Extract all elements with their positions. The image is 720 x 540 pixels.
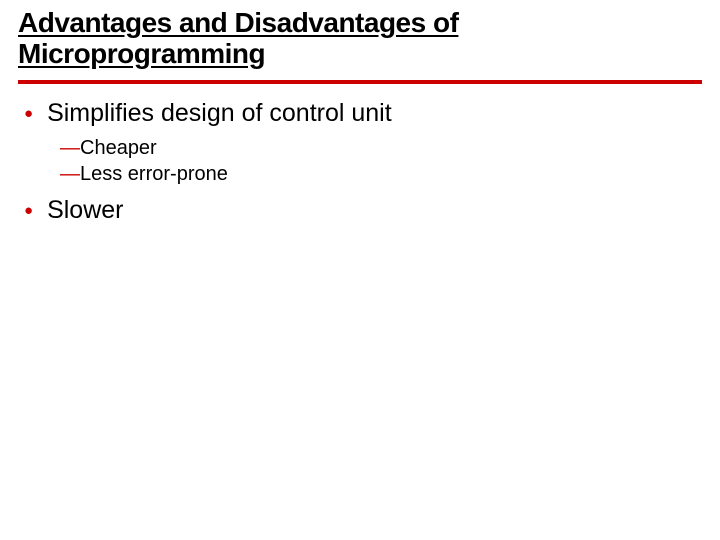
dash-icon: —	[60, 137, 80, 160]
list-item-text: Cheaper	[80, 135, 157, 161]
list-item-text: Simplifies design of control unit	[47, 98, 392, 129]
list-item-text: Less error-prone	[80, 161, 228, 187]
list-item: ● Simplifies design of control unit	[24, 98, 702, 129]
list-item: — Cheaper	[60, 135, 702, 161]
slide: Advantages and Disadvantages of Micropro…	[0, 0, 720, 540]
title-underline-rule	[18, 80, 702, 84]
list-item: — Less error-prone	[60, 161, 702, 187]
dash-icon: —	[60, 163, 80, 186]
sublist: — Cheaper — Less error-prone	[60, 135, 702, 187]
slide-title: Advantages and Disadvantages of Micropro…	[18, 8, 702, 76]
list-item-text: Slower	[47, 195, 123, 226]
list-item: ● Slower	[24, 195, 702, 226]
bullet-icon: ●	[24, 106, 33, 121]
bullet-icon: ●	[24, 203, 33, 218]
slide-body: ● Simplifies design of control unit — Ch…	[18, 98, 702, 227]
